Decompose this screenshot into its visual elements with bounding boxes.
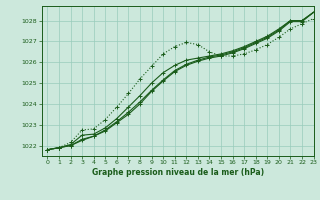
X-axis label: Graphe pression niveau de la mer (hPa): Graphe pression niveau de la mer (hPa) <box>92 168 264 177</box>
